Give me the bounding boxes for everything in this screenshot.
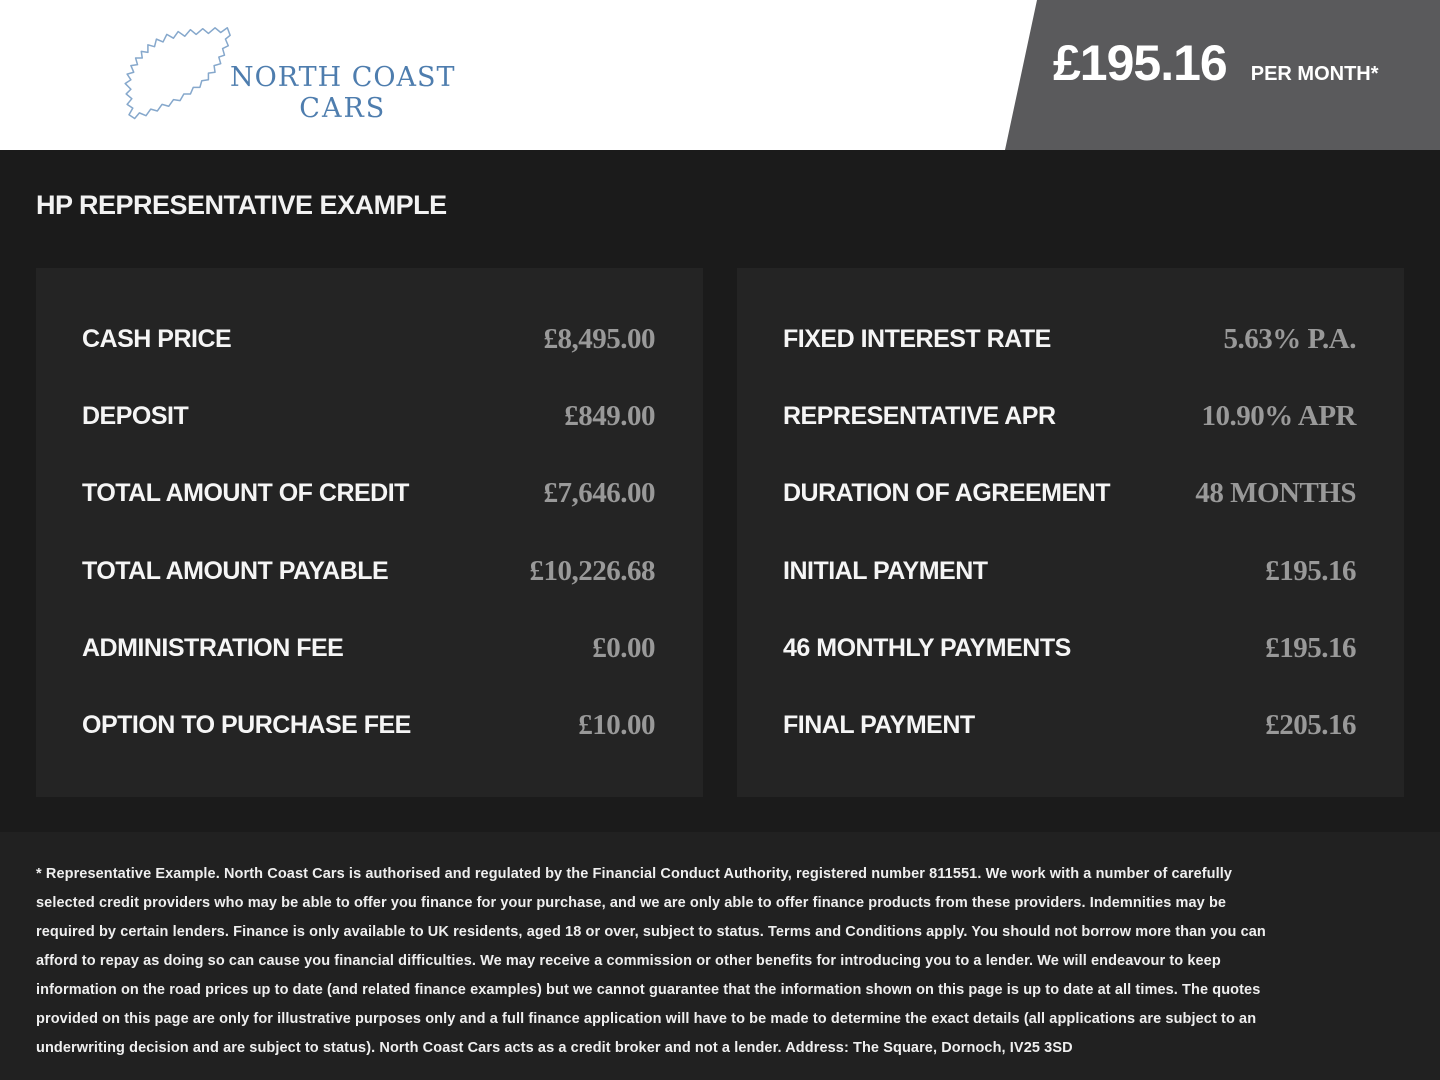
finance-example-section: HP REPRESENTATIVE EXAMPLE CASH PRICE £8,… bbox=[0, 150, 1440, 832]
row-value: £10,226.68 bbox=[529, 554, 656, 587]
monthly-price-suffix: PER MONTH* bbox=[1250, 63, 1379, 85]
representative-example-disclaimer: * Representative Example. North Coast Ca… bbox=[36, 866, 1266, 1056]
finance-panel-right: FIXED INTEREST RATE 5.63% P.A. REPRESENT… bbox=[737, 268, 1404, 797]
row-label: 46 MONTHLY PAYMENTS bbox=[783, 634, 1071, 663]
row-duration-of-agreement: DURATION OF AGREEMENT 48 MONTHS bbox=[783, 459, 1356, 529]
row-label: DURATION OF AGREEMENT bbox=[783, 479, 1111, 508]
row-total-amount-of-credit: TOTAL AMOUNT OF CREDIT £7,646.00 bbox=[82, 459, 655, 529]
row-label: REPRESENTATIVE APR bbox=[783, 401, 1056, 430]
row-value: £8,495.00 bbox=[543, 322, 656, 355]
row-value: 5.63% P.A. bbox=[1223, 322, 1357, 355]
row-label: CASH PRICE bbox=[82, 324, 232, 353]
header-bar: NORTH COAST CARS £195.16 PER MONTH* bbox=[0, 0, 1440, 150]
row-option-to-purchase-fee: OPTION TO PURCHASE FEE £10.00 bbox=[82, 691, 655, 761]
row-value: £195.16 bbox=[1265, 632, 1356, 665]
row-administration-fee: ADMINISTRATION FEE £0.00 bbox=[82, 614, 655, 684]
logo-line1: NORTH COAST bbox=[230, 62, 456, 93]
row-label: INITIAL PAYMENT bbox=[783, 556, 988, 585]
row-representative-apr: REPRESENTATIVE APR 10.90% APR bbox=[783, 381, 1356, 451]
row-deposit: DEPOSIT £849.00 bbox=[82, 381, 655, 451]
row-initial-payment: INITIAL PAYMENT £195.16 bbox=[783, 536, 1356, 606]
row-final-payment: FINAL PAYMENT £205.16 bbox=[783, 691, 1356, 761]
row-value: £195.16 bbox=[1265, 554, 1356, 587]
row-label: TOTAL AMOUNT OF CREDIT bbox=[82, 479, 409, 508]
row-fixed-interest-rate: FIXED INTEREST RATE 5.63% P.A. bbox=[783, 304, 1356, 374]
row-value: 10.90% APR bbox=[1201, 399, 1357, 432]
row-label: TOTAL AMOUNT PAYABLE bbox=[82, 556, 389, 585]
north-coast-cars-logo[interactable]: NORTH COAST CARS bbox=[118, 24, 456, 128]
row-value: £10.00 bbox=[578, 709, 655, 742]
monthly-price-banner: £195.16 PER MONTH* bbox=[1005, 0, 1440, 150]
row-label: FIXED INTEREST RATE bbox=[783, 324, 1051, 353]
row-46-monthly-payments: 46 MONTHLY PAYMENTS £195.16 bbox=[783, 614, 1356, 684]
logo-wordmark: NORTH COAST CARS bbox=[230, 24, 456, 124]
row-cash-price: CASH PRICE £8,495.00 bbox=[82, 304, 655, 374]
row-value: £205.16 bbox=[1265, 709, 1356, 742]
row-value: £0.00 bbox=[592, 632, 655, 665]
page-title: HP REPRESENTATIVE EXAMPLE bbox=[36, 190, 447, 220]
finance-panel-left: CASH PRICE £8,495.00 DEPOSIT £849.00 TOT… bbox=[36, 268, 703, 797]
row-label: ADMINISTRATION FEE bbox=[82, 634, 344, 663]
row-value: 48 MONTHS bbox=[1195, 477, 1356, 510]
row-label: FINAL PAYMENT bbox=[783, 711, 975, 740]
row-value: £849.00 bbox=[564, 399, 655, 432]
footer-disclaimer-section: * Representative Example. North Coast Ca… bbox=[0, 832, 1440, 1080]
row-total-amount-payable: TOTAL AMOUNT PAYABLE £10,226.68 bbox=[82, 536, 655, 606]
row-label: DEPOSIT bbox=[82, 401, 189, 430]
scotland-map-icon bbox=[124, 27, 231, 120]
logo-line2: CARS bbox=[299, 93, 387, 124]
monthly-price: £195.16 bbox=[1053, 35, 1228, 91]
row-label: OPTION TO PURCHASE FEE bbox=[82, 711, 411, 740]
row-value: £7,646.00 bbox=[543, 477, 656, 510]
finance-panels: CASH PRICE £8,495.00 DEPOSIT £849.00 TOT… bbox=[36, 268, 1404, 797]
